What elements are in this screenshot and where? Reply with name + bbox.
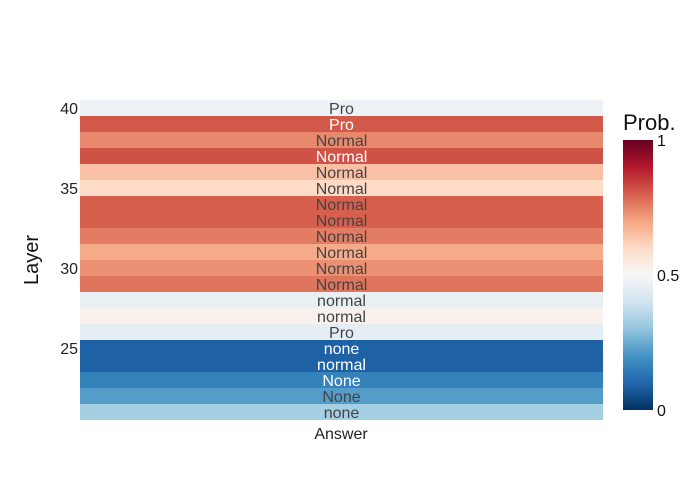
heatmap-cell-label-layer-23: None: [322, 373, 360, 390]
heatmap-cell-label-layer-29: Normal: [316, 277, 368, 294]
heatmap-cell-layer-38: [80, 132, 603, 148]
colorbar-tick-label: 1: [657, 133, 666, 150]
heatmap-cell-layer-31: [80, 244, 603, 260]
colorbar-title: Prob.: [623, 110, 676, 135]
heatmap-cell-layer-23: [80, 372, 603, 388]
y-axis-title: Layer: [21, 235, 43, 285]
colorbar-tick-label: 0: [657, 403, 666, 420]
heatmap-cell-layer-36: [80, 164, 603, 180]
heatmap-cell-layer-35: [80, 180, 603, 196]
heatmap-cell-layer-29: [80, 276, 603, 292]
heatmap-cell-label-layer-38: Normal: [316, 133, 368, 150]
heatmap-cell-label-layer-33: Normal: [316, 213, 368, 230]
heatmap-cell-layer-34: [80, 196, 603, 212]
heatmap-cell-label-layer-27: normal: [317, 309, 366, 326]
heatmap-cell-layer-21: [80, 404, 603, 420]
heatmap-cell-layer-40: [80, 100, 603, 116]
heatmap-cell-layer-33: [80, 212, 603, 228]
heatmap-cell-layer-39: [80, 116, 603, 132]
heatmap-cell-label-layer-39: Pro: [329, 117, 354, 134]
y-axis-ticks: 25 30 35 40: [60, 101, 78, 358]
heatmap-cell-layer-27: [80, 308, 603, 324]
heatmap-cell-label-layer-32: Normal: [316, 229, 368, 246]
heatmap-cell-label-layer-40: Pro: [329, 101, 354, 118]
colorbar-tick-label: 0.5: [657, 268, 679, 285]
y-tick-label-30: 30: [60, 261, 78, 278]
heatmap-cell-label-layer-31: Normal: [316, 245, 368, 262]
y-tick-label-35: 35: [60, 181, 78, 198]
y-tick-label-25: 25: [60, 341, 78, 358]
heatmap-cell-label-layer-28: normal: [317, 293, 366, 310]
heatmap-cell-layer-30: [80, 260, 603, 276]
heatmap-cell-label-layer-30: Normal: [316, 261, 368, 278]
heatmap-cell-label-layer-37: Normal: [316, 149, 368, 166]
heatmap-cell-layer-37: [80, 148, 603, 164]
heatmap-cell-label-layer-35: Normal: [316, 181, 368, 198]
y-tick-label-40: 40: [60, 101, 78, 118]
heatmap-cells: [80, 100, 603, 420]
x-tick-label: Answer: [314, 426, 368, 443]
colorbar-ticks: 00.51: [657, 133, 679, 420]
colorbar: [623, 140, 653, 410]
heatmap-cell-label-layer-24: normal: [317, 357, 366, 374]
heatmap-cell-layer-25: [80, 340, 603, 356]
heatmap-cell-labels: noneNoneNonenormalnonePronormalnormalNor…: [316, 101, 368, 422]
heatmap-cell-label-layer-36: Normal: [316, 165, 368, 182]
heatmap-cell-layer-22: [80, 388, 603, 404]
heatmap-cell-label-layer-22: None: [322, 389, 360, 406]
heatmap-cell-label-layer-25: none: [324, 341, 360, 358]
heatmap-cell-label-layer-21: none: [324, 405, 360, 422]
heatmap-cell-label-layer-34: Normal: [316, 197, 368, 214]
heatmap-cell-layer-28: [80, 292, 603, 308]
heatmap-cell-label-layer-26: Pro: [329, 325, 354, 342]
heatmap-cell-layer-32: [80, 228, 603, 244]
heatmap-cell-layer-26: [80, 324, 603, 340]
heatmap-cell-layer-24: [80, 356, 603, 372]
